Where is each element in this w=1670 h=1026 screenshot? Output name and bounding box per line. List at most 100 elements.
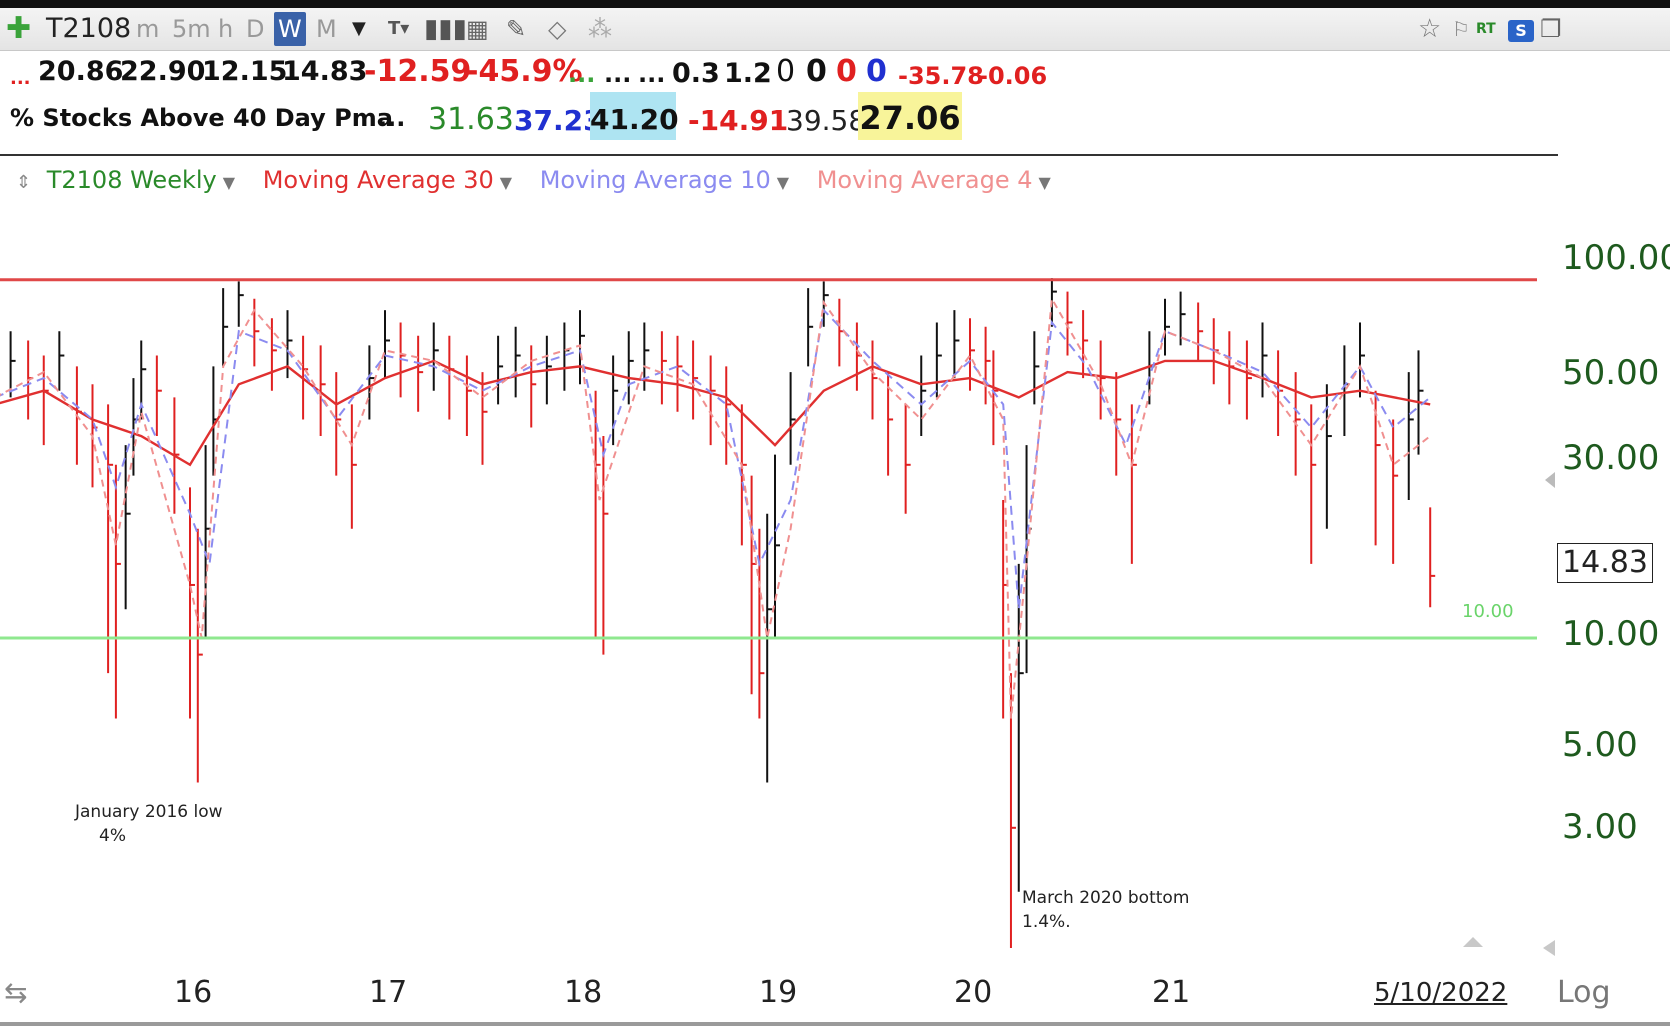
quote-dots-2: ... [604,60,632,88]
horizontal-lines-layer [0,278,1537,640]
x-tick-label: 17 [369,975,408,1010]
price-bar [563,322,570,391]
resize-handle-icon[interactable]: ⇕ [16,172,32,193]
price-bar [1066,291,1073,356]
interval-month[interactable]: M [316,15,337,43]
share-icon[interactable]: ⁂ [588,15,612,43]
price-bar [481,372,488,465]
price-bar [530,345,537,428]
legend-ma4-dropdown-icon[interactable]: ▼ [1038,173,1051,192]
legend-main-dropdown-icon[interactable]: ▼ [222,173,236,192]
studies-icon[interactable]: ▦ [466,15,489,43]
scroll-up-icon[interactable] [1463,937,1483,947]
price-bar [602,436,609,655]
annotation-jan-line2: 4% [99,826,126,846]
legend-ma4[interactable]: Moving Average 4 ▼ [817,166,1051,194]
price-chart[interactable] [0,200,1670,970]
price-bar [384,310,390,379]
price-bar [155,355,162,437]
price-bar [253,298,260,367]
legend-ma10[interactable]: Moving Average 10 ▼ [540,166,789,194]
interval-dropdown-icon[interactable]: ▼ [352,18,366,39]
price-bar [1033,331,1040,405]
quote-open: 20.86 [38,56,124,87]
drawing-pencil-icon[interactable]: ✎ [506,15,527,43]
price-bar [1197,302,1204,361]
add-symbol-icon[interactable]: ✚ [6,11,32,46]
x-tick-label: 16 [174,975,213,1010]
y-tick-label: 30.00 [1562,438,1660,478]
interval-minute[interactable]: m [136,15,160,43]
study-dots: ... [378,104,406,132]
price-bar [838,298,845,367]
log-scale-toggle[interactable]: Log [1557,975,1611,1010]
flag-icon[interactable]: ⚐ [1452,17,1470,41]
quote-z4: 0 [866,54,887,89]
quote-last: 14.83 [282,56,368,87]
sync-arrows-icon[interactable]: ⇆ [4,976,28,1009]
legend-ma30-dropdown-icon[interactable]: ▼ [499,173,513,192]
favorite-star-icon[interactable]: ☆ [1418,14,1442,44]
price-bar [497,335,504,405]
ma30-line [0,359,1431,467]
symbol-field[interactable]: T2108 [46,13,132,44]
annotation-mar-line2: 1.4%. [1022,912,1071,932]
quote-neg1: -35.78 [898,62,984,90]
price-bar [992,350,999,446]
bar-chart-icon[interactable]: ▮▮▮ [424,14,467,44]
price-bar [1392,419,1399,564]
legend-main[interactable]: T2108 Weekly ▼ [47,166,235,194]
window-restore-icon[interactable]: ❐ [1540,15,1562,43]
price-bar [1261,322,1268,398]
ma4-line [0,295,1431,719]
scroll-left-icon[interactable] [1543,940,1555,956]
study-v1: 31.63 [428,102,514,137]
price-bar [350,404,357,529]
resistance-line-marker-icon[interactable] [1545,472,1555,488]
price-bar [196,528,203,783]
price-bar [9,331,16,398]
price-bar [1343,345,1350,437]
price-bar [1009,673,1016,948]
price-bar [1130,404,1137,564]
price-bar [1374,390,1381,546]
price-bar [107,404,114,674]
price-bar [660,331,667,405]
price-bar [774,454,780,638]
interval-5minute[interactable]: 5m [172,15,211,43]
interval-day[interactable]: D [246,15,265,43]
price-bar [1082,310,1089,379]
quote-neg2: -0.06 [978,62,1048,90]
price-bar [1310,404,1317,564]
price-bar [417,335,424,412]
price-bar [335,372,342,476]
price-bar [465,355,472,437]
quote-change: -12.59 [364,54,472,89]
x-tick-label: 18 [564,975,603,1010]
price-bar [1164,298,1170,356]
chart-type-icon[interactable]: T▾ [388,18,410,39]
price-bar [984,326,991,405]
price-bar [114,464,121,719]
eraser-icon[interactable]: ◇ [548,15,567,43]
annotation-jan-line1: January 2016 low [75,802,223,822]
legend-ma30[interactable]: Moving Average 30 ▼ [263,166,512,194]
price-bar [594,390,601,638]
price-bar [1099,340,1106,420]
price-bar [222,288,229,367]
price-bar [725,366,732,465]
price-bar [132,378,139,476]
price-bar [935,322,942,398]
realtime-badge: RT [1476,21,1496,37]
y-tick-label: 100.00 [1562,238,1670,278]
interval-hour[interactable]: h [218,15,234,43]
price-bar [42,355,49,446]
s-badge[interactable]: S [1508,20,1534,42]
legend-ma30-label: Moving Average 30 [262,166,494,194]
y-tick-label: 10.00 [1562,614,1660,654]
quote-v2: 1.2 [724,58,772,89]
study-v6: 27.06 [858,92,962,140]
quote-v1: 0.3 [672,58,720,89]
interval-week[interactable]: W [274,12,306,46]
legend-ma10-dropdown-icon[interactable]: ▼ [776,173,790,192]
